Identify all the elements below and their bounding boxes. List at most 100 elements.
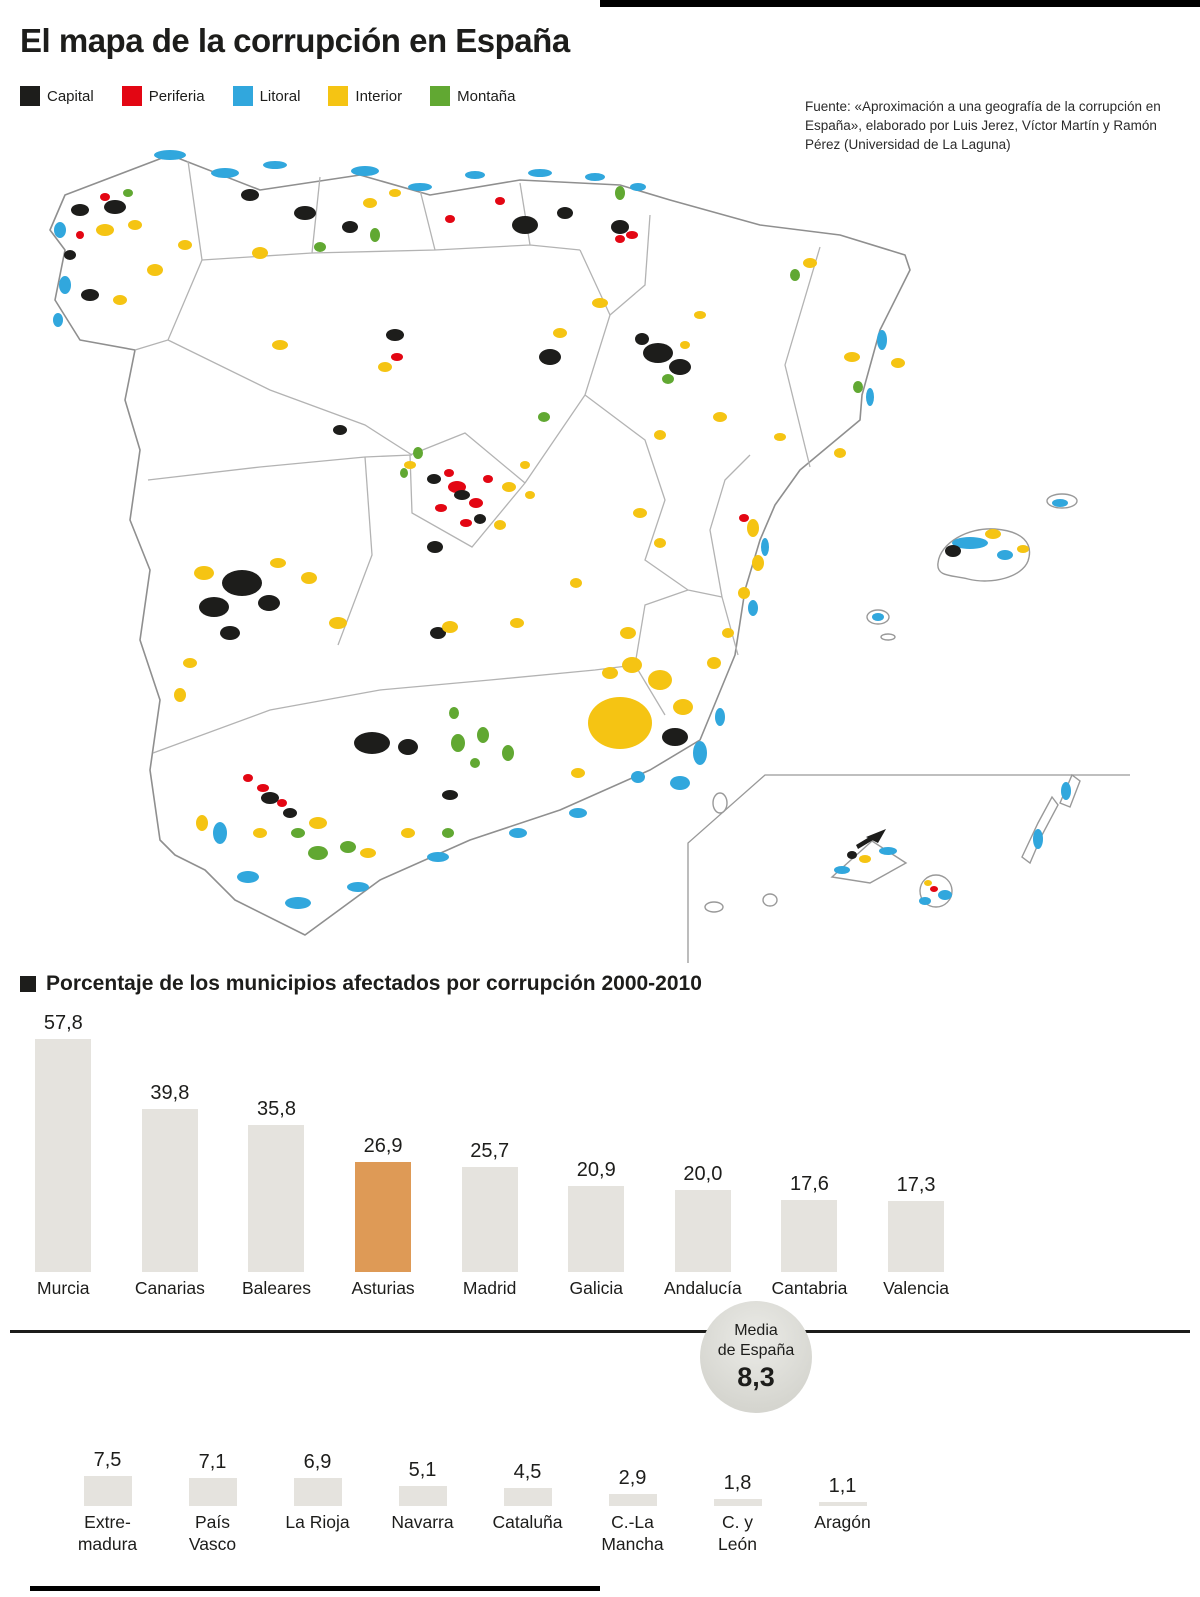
municipality-blob: [252, 247, 268, 259]
bar-column: 17,3 Valencia: [863, 1012, 970, 1300]
legend-swatch-icon: [430, 86, 451, 106]
municipality-blob: [834, 866, 850, 874]
municipality-blob: [427, 474, 441, 484]
municipality-blob: [194, 566, 214, 580]
municipality-blob: [803, 258, 817, 268]
municipality-blob: [183, 658, 197, 668]
municipality-blob: [389, 189, 401, 197]
municipality-blob: [277, 799, 287, 807]
canary-inset-frame: [687, 774, 1130, 963]
legend-item-montaña: Montaña: [430, 86, 515, 106]
municipality-blob: [662, 374, 674, 384]
municipality-blob: [333, 425, 347, 435]
municipality-blob: [615, 186, 625, 200]
tenerife-arrow-icon: [856, 829, 886, 849]
bar-column: 2,9 C.-La Mancha: [580, 1408, 685, 1558]
municipality-blob: [669, 359, 691, 375]
municipality-blob: [220, 626, 240, 640]
municipality-blob: [363, 198, 377, 208]
municipality-blob: [222, 570, 262, 596]
municipality-blob: [847, 851, 857, 859]
legend-swatch-icon: [121, 86, 142, 106]
bar-category-label: Aragón: [814, 1512, 871, 1532]
municipality-blob: [294, 206, 316, 220]
municipality-blob: [859, 855, 871, 863]
municipality-blob: [502, 482, 516, 492]
municipality-blob: [408, 183, 432, 191]
municipality-blob: [774, 433, 786, 441]
municipality-blob: [442, 828, 454, 838]
municipality-blob: [761, 538, 769, 556]
municipality-blob: [454, 490, 470, 500]
bar-value: 6,9: [303, 1451, 332, 1474]
municipality-blob: [448, 481, 466, 493]
municipality-blob: [930, 886, 938, 892]
municipality-blob: [404, 461, 416, 469]
municipality-blob: [128, 220, 142, 230]
municipality-blob: [553, 328, 567, 338]
municipality-blob: [71, 204, 89, 216]
municipality-blob: [1033, 829, 1043, 849]
bar-column: 20,0 Andalucía: [650, 1012, 757, 1300]
bar: [248, 1125, 305, 1272]
bar-category-label: Madrid: [462, 1278, 517, 1298]
bar: [608, 1494, 657, 1506]
municipality-blob: [924, 880, 932, 886]
bar-column: 26,9 Asturias: [330, 1012, 437, 1300]
legend-item-capital: Capital: [20, 86, 94, 106]
legend-item-interior: Interior: [328, 86, 402, 106]
square-bullet-icon: [20, 976, 36, 992]
bar-column: 17,6 Cantabria: [756, 1012, 863, 1300]
municipality-blob: [945, 545, 961, 557]
bar: [293, 1478, 342, 1506]
map-legend: Capital Periferia Litoral Interior Montaña: [20, 86, 515, 106]
legend-label: Litoral: [259, 87, 301, 105]
municipality-blob: [525, 491, 535, 499]
municipality-blob: [342, 221, 358, 233]
top-rule: [600, 0, 1200, 7]
municipality-blob: [442, 790, 458, 800]
municipality-blob: [253, 828, 267, 838]
municipality-blob: [748, 600, 758, 616]
legend-swatch-icon: [20, 86, 40, 106]
municipality-blob: [442, 621, 458, 633]
bar: [398, 1485, 447, 1506]
bar-column: 5,1 Navarra: [370, 1408, 475, 1558]
bar-column: 20,9 Galicia: [543, 1012, 650, 1300]
bar-column: 7,5 Extre-madura: [55, 1408, 160, 1558]
balearic-islands: [866, 493, 1078, 641]
bar-category-label: C. y León: [718, 1512, 757, 1554]
municipality-blob: [707, 657, 721, 669]
average-label-line1: Media: [734, 1322, 778, 1340]
municipality-blob: [630, 183, 646, 191]
municipality-blob: [853, 381, 863, 393]
municipality-blob: [270, 558, 286, 568]
bar-row-bottom: 7,5 Extre-madura 7,1 País Vasco 6,9 La Rioja 5,…: [55, 1408, 895, 1558]
municipality-blob: [154, 150, 186, 160]
municipality-blob: [96, 224, 114, 236]
bar: [818, 1501, 867, 1506]
municipality-blob: [538, 412, 550, 422]
canary-islands: [704, 773, 1081, 913]
municipality-blob: [237, 871, 259, 883]
municipality-blob: [257, 784, 269, 792]
municipality-blob: [354, 732, 390, 754]
municipality-blob: [891, 358, 905, 368]
municipality-blob: [670, 776, 690, 790]
spain-map-svg: [49, 150, 1130, 963]
bar-value: 20,0: [683, 1163, 723, 1185]
municipality-blob: [879, 847, 897, 855]
municipality-blob: [495, 197, 505, 205]
bar-category-label: Murcia: [37, 1278, 90, 1299]
municipality-blob: [622, 657, 642, 673]
spain-mainland-outline: [49, 154, 911, 936]
bar: [781, 1199, 838, 1272]
bar-row-top: 57,8 Murcia 39,8 Canarias 35,8 Baleares 26,9 As…: [10, 1012, 970, 1300]
municipality-blob: [715, 708, 725, 726]
municipality-blob: [378, 362, 392, 372]
municipality-blob: [263, 161, 287, 169]
bar-category-label: País Vasco: [188, 1512, 237, 1554]
bar-category-label: Navarra: [391, 1512, 454, 1532]
municipality-blob: [469, 498, 483, 508]
bar-value: 1,1: [828, 1474, 857, 1497]
